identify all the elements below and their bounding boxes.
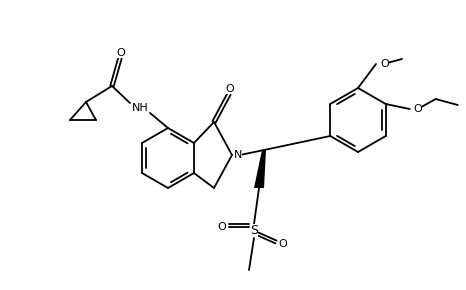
Polygon shape [254,150,266,188]
Text: O: O [116,48,125,58]
Text: O: O [380,59,389,69]
Text: S: S [250,224,258,237]
Text: O: O [279,239,288,249]
Text: NH: NH [131,103,148,113]
Text: O: O [226,84,234,94]
Text: O: O [414,104,423,114]
Text: N: N [234,150,242,160]
Text: O: O [218,222,226,232]
